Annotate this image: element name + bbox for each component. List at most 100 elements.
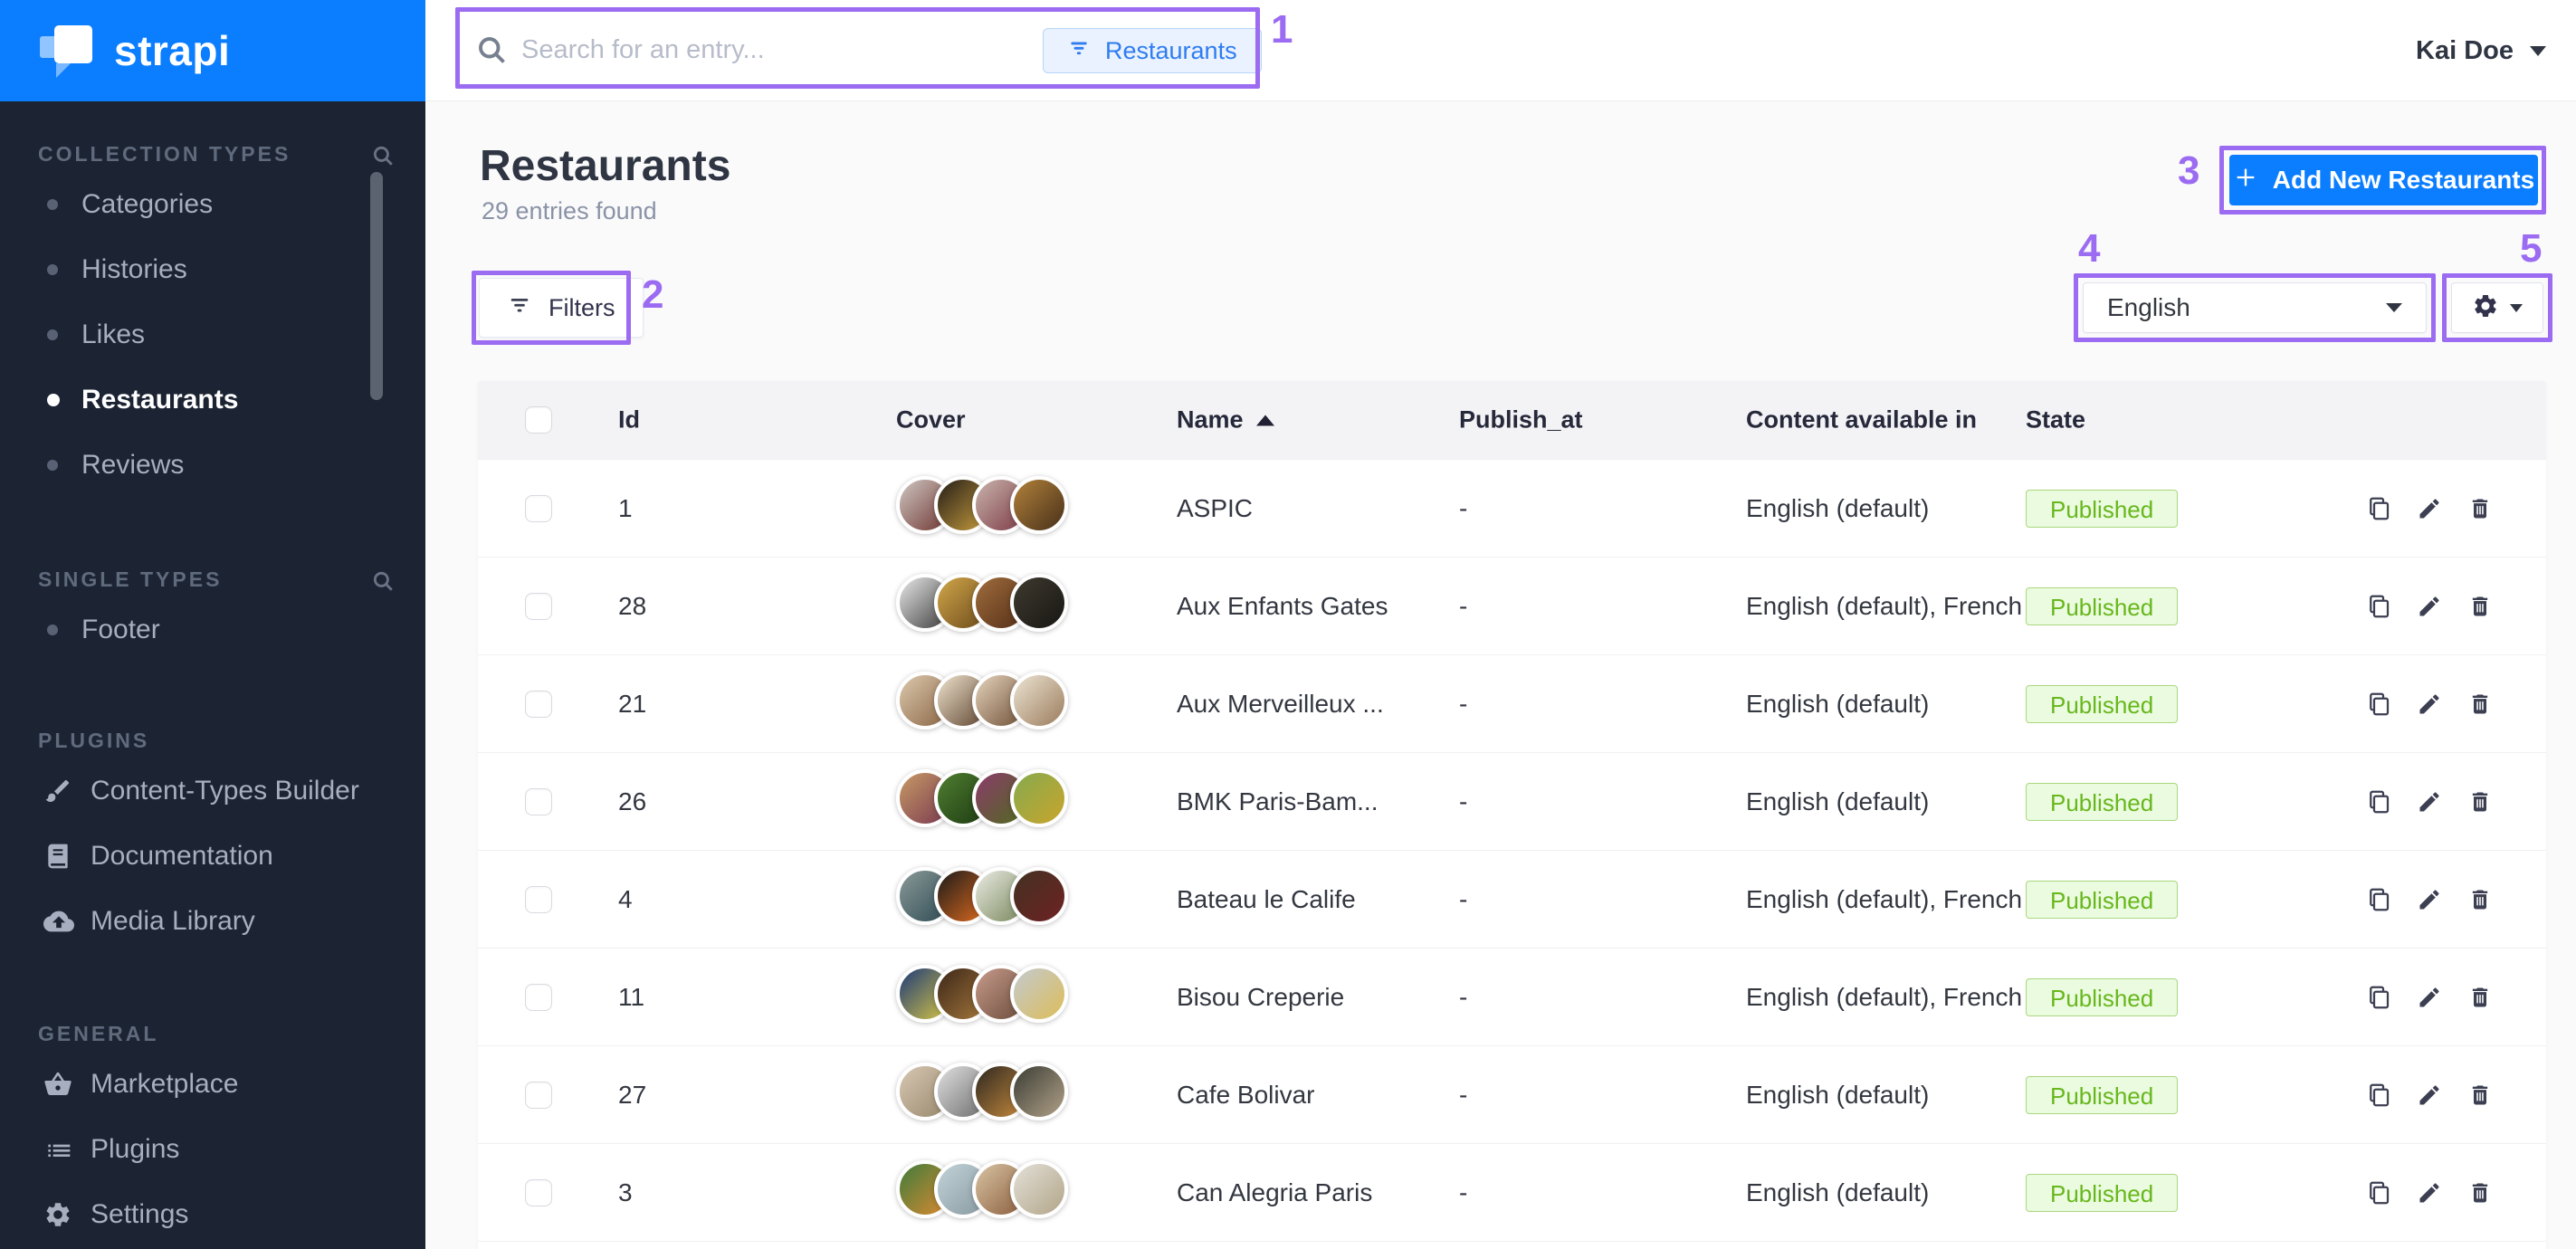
delete-icon[interactable]	[2466, 787, 2495, 816]
sidebar-item-plugins[interactable]: Plugins	[0, 1117, 425, 1182]
row-checkbox[interactable]	[525, 690, 552, 718]
column-header-publish-at[interactable]: Publish_at	[1459, 405, 1583, 434]
sidebar-item-reviews[interactable]: Reviews	[0, 433, 425, 498]
sidebar-nav: COLLECTION TYPES Categories Histories Li…	[0, 136, 425, 1247]
column-header-name[interactable]: Name	[1177, 406, 1274, 434]
search-scope-chip[interactable]: Restaurants	[1043, 28, 1262, 73]
table-row[interactable]: 26 BMK Paris-Bam... - English (default) …	[478, 752, 2546, 850]
column-header-id[interactable]: Id	[618, 405, 640, 434]
cover-photo	[1010, 573, 1068, 632]
table-row[interactable]: 3 Can Alegria Paris - English (default) …	[478, 1143, 2546, 1241]
sidebar-item-histories[interactable]: Histories	[0, 237, 425, 302]
cell-state: Published	[2026, 489, 2179, 528]
row-checkbox[interactable]	[525, 592, 552, 620]
sidebar-item-label: Reviews	[81, 450, 185, 480]
table-row[interactable]: 28 Aux Enfants Gates - English (default)…	[478, 557, 2546, 654]
status-badge: Published	[2026, 489, 2179, 528]
cell-id: 1	[618, 493, 633, 522]
duplicate-icon[interactable]	[2364, 983, 2393, 1012]
delete-icon[interactable]	[2466, 690, 2495, 719]
row-checkbox[interactable]	[525, 1178, 552, 1206]
cell-state: Published	[2026, 684, 2179, 723]
delete-icon[interactable]	[2466, 592, 2495, 621]
cell-id: 4	[618, 884, 633, 913]
edit-icon[interactable]	[2415, 1178, 2444, 1207]
edit-icon[interactable]	[2415, 494, 2444, 523]
cloud-upload-icon	[43, 906, 74, 937]
filter-icon	[507, 292, 532, 324]
delete-icon[interactable]	[2466, 1178, 2495, 1207]
row-actions	[2364, 592, 2495, 621]
edit-icon[interactable]	[2415, 690, 2444, 719]
edit-icon[interactable]	[2415, 592, 2444, 621]
delete-icon[interactable]	[2466, 983, 2495, 1012]
duplicate-icon[interactable]	[2364, 592, 2393, 621]
cell-state: Published	[2026, 880, 2179, 919]
duplicate-icon[interactable]	[2364, 690, 2393, 719]
edit-icon[interactable]	[2415, 787, 2444, 816]
sidebar-item-documentation[interactable]: Documentation	[0, 824, 425, 889]
row-checkbox[interactable]	[525, 1081, 552, 1109]
table-row[interactable]: 11 Bisou Creperie - English (default), F…	[478, 948, 2546, 1045]
annotation-number-4: 4	[2078, 226, 2101, 271]
table-row[interactable]: 27 Cafe Bolivar - English (default) Publ…	[478, 1045, 2546, 1143]
duplicate-icon[interactable]	[2364, 787, 2393, 816]
column-header-cover[interactable]: Cover	[896, 405, 966, 434]
cell-state: Published	[2026, 1173, 2179, 1212]
status-badge: Published	[2026, 1075, 2179, 1114]
table-row[interactable]: 4 Bateau le Calife - English (default), …	[478, 850, 2546, 948]
bullet-icon	[47, 624, 58, 635]
cell-publish-at: -	[1459, 493, 1468, 522]
row-checkbox[interactable]	[525, 494, 552, 522]
section-label: COLLECTION TYPES	[38, 142, 291, 166]
delete-icon[interactable]	[2466, 885, 2495, 914]
sidebar-item-categories[interactable]: Categories	[0, 172, 425, 237]
table-row[interactable]: 21 Aux Merveilleux ... - English (defaul…	[478, 654, 2546, 752]
user-menu[interactable]: Kai Doe	[2416, 0, 2546, 101]
duplicate-icon[interactable]	[2364, 885, 2393, 914]
cell-cover	[896, 573, 1077, 639]
delete-icon[interactable]	[2466, 494, 2495, 523]
annotation-number-3: 3	[2178, 148, 2200, 193]
filters-button[interactable]: Filters	[479, 278, 644, 338]
sidebar-item-restaurants[interactable]: Restaurants	[0, 367, 425, 433]
delete-icon[interactable]	[2466, 1081, 2495, 1110]
sidebar-item-settings[interactable]: Settings	[0, 1182, 425, 1247]
cell-publish-at: -	[1459, 1080, 1468, 1109]
cell-publish-at: -	[1459, 787, 1468, 815]
cover-photo	[1010, 1159, 1068, 1218]
table-settings-button[interactable]	[2451, 282, 2543, 333]
book-icon	[43, 841, 74, 872]
row-checkbox[interactable]	[525, 885, 552, 913]
sidebar-scrollbar[interactable]	[370, 172, 383, 400]
sort-ascending-icon	[1255, 415, 1274, 425]
select-all-checkbox[interactable]	[525, 406, 552, 434]
duplicate-icon[interactable]	[2364, 1178, 2393, 1207]
search-icon[interactable]	[475, 33, 508, 71]
cell-name: Cafe Bolivar	[1177, 1080, 1315, 1109]
search-icon[interactable]	[371, 142, 395, 178]
cell-name: ASPIC	[1177, 493, 1254, 522]
column-header-state[interactable]: State	[2026, 405, 2086, 434]
add-new-restaurants-button[interactable]: Add New Restaurants	[2229, 155, 2538, 205]
search-input[interactable]	[520, 0, 1008, 100]
edit-icon[interactable]	[2415, 885, 2444, 914]
column-header-languages[interactable]: Content available in	[1746, 405, 1978, 434]
sidebar-item-marketplace[interactable]: Marketplace	[0, 1052, 425, 1117]
bullet-icon	[47, 460, 58, 471]
edit-icon[interactable]	[2415, 983, 2444, 1012]
table-row[interactable]: 1 ASPIC - English (default) Published	[478, 459, 2546, 557]
cell-id: 26	[618, 787, 647, 815]
duplicate-icon[interactable]	[2364, 1081, 2393, 1110]
row-checkbox[interactable]	[525, 787, 552, 815]
duplicate-icon[interactable]	[2364, 494, 2393, 523]
sidebar-item-likes[interactable]: Likes	[0, 302, 425, 367]
sidebar-item-media-library[interactable]: Media Library	[0, 889, 425, 954]
search-icon[interactable]	[371, 567, 395, 604]
logo-area[interactable]: strapi	[0, 0, 425, 101]
sidebar-item-footer[interactable]: Footer	[0, 597, 425, 663]
sidebar-item-content-types-builder[interactable]: Content-Types Builder	[0, 758, 425, 824]
row-checkbox[interactable]	[525, 983, 552, 1011]
locale-select[interactable]: English	[2083, 282, 2427, 333]
edit-icon[interactable]	[2415, 1081, 2444, 1110]
